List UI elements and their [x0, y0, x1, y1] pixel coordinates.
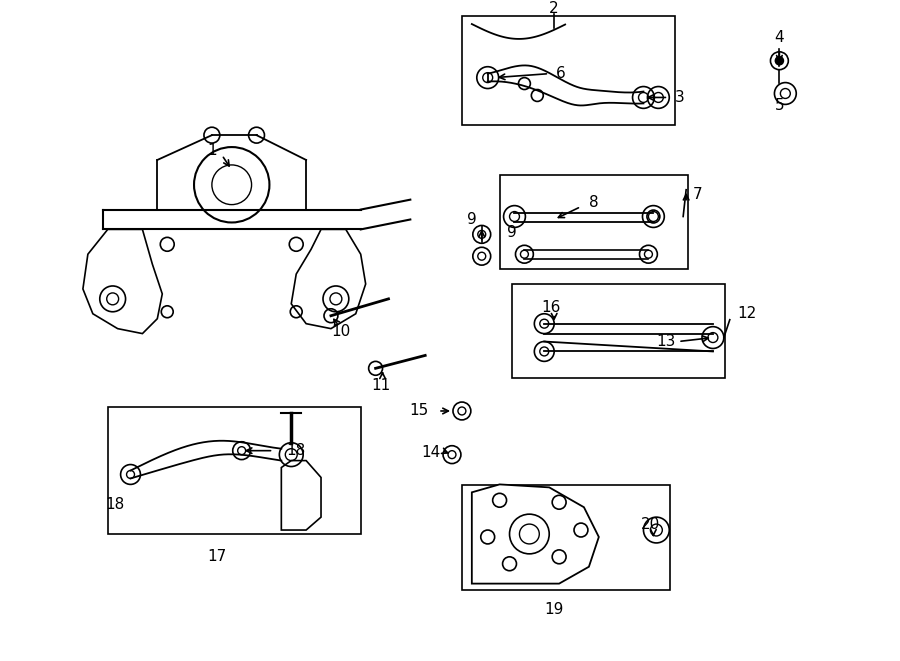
- Text: 17: 17: [207, 549, 227, 564]
- PathPatch shape: [282, 461, 321, 530]
- PathPatch shape: [292, 229, 365, 329]
- Text: 1: 1: [207, 143, 217, 157]
- Text: 9: 9: [507, 225, 517, 240]
- Text: 4: 4: [775, 30, 784, 46]
- Text: 20: 20: [641, 517, 660, 531]
- Bar: [511, 284, 724, 378]
- Text: 15: 15: [409, 403, 428, 418]
- Text: 10: 10: [331, 324, 350, 339]
- Text: 11: 11: [371, 377, 391, 393]
- Bar: [500, 175, 688, 269]
- Text: 12: 12: [738, 306, 757, 321]
- Text: 18: 18: [286, 443, 305, 458]
- Text: 5: 5: [775, 98, 784, 113]
- Circle shape: [776, 57, 783, 65]
- Text: 18: 18: [105, 496, 124, 512]
- Bar: [462, 16, 675, 125]
- Bar: [462, 485, 670, 590]
- PathPatch shape: [472, 485, 598, 584]
- Bar: [108, 407, 361, 534]
- Text: 7: 7: [693, 187, 703, 202]
- Text: 13: 13: [657, 334, 676, 349]
- Text: 16: 16: [542, 300, 561, 315]
- Text: 2: 2: [549, 1, 559, 16]
- Text: 6: 6: [556, 66, 566, 81]
- Text: 8: 8: [589, 195, 598, 210]
- Text: 19: 19: [544, 602, 564, 617]
- PathPatch shape: [83, 229, 162, 334]
- Text: 9: 9: [467, 212, 477, 227]
- Text: 14: 14: [421, 445, 440, 460]
- Text: 3: 3: [675, 90, 685, 105]
